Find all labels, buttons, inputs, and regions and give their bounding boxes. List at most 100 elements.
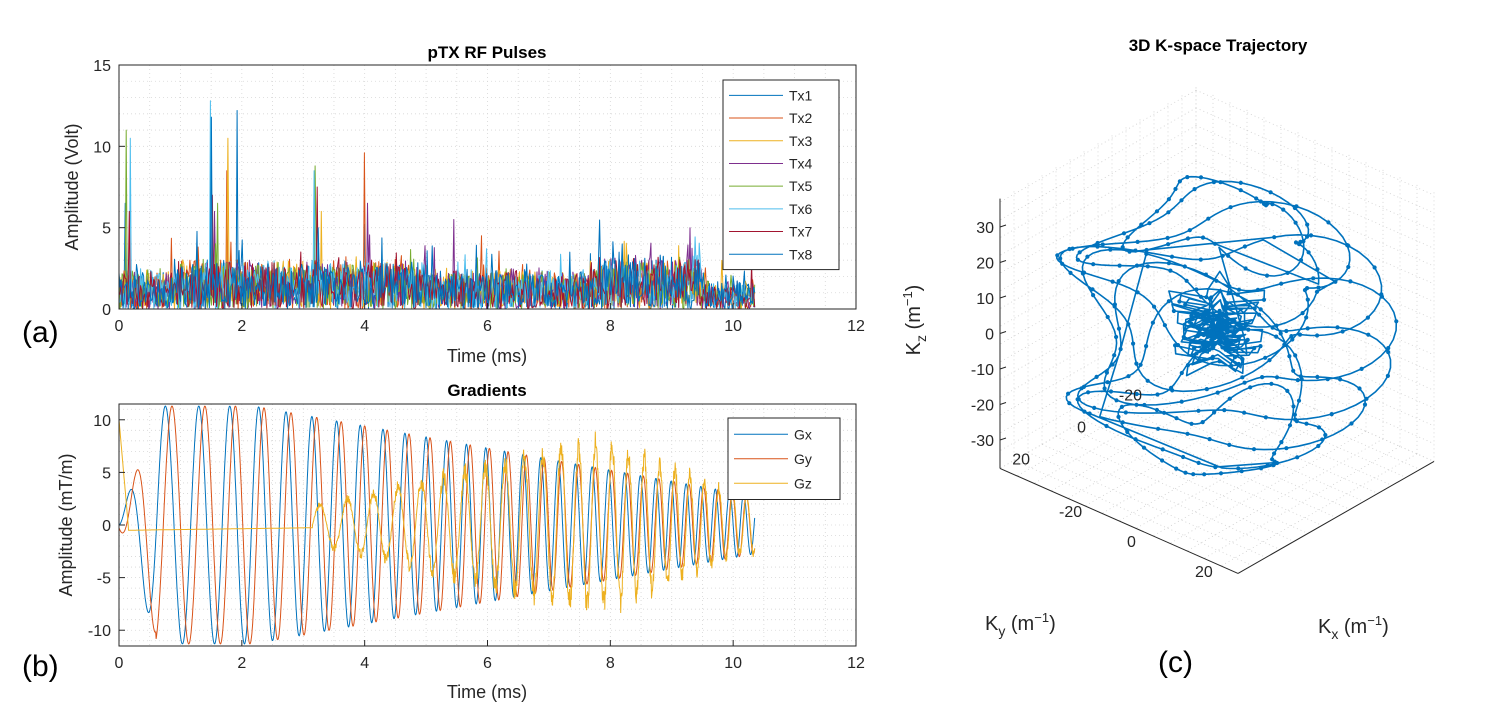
trajectory-point xyxy=(1198,257,1203,262)
trajectory-point xyxy=(1121,231,1127,236)
gradients-x-axis-label: Time (ms) xyxy=(447,682,527,702)
kspace-y-axis-label: Ky (m−1) xyxy=(985,610,1056,639)
trajectory-point xyxy=(1257,312,1262,317)
z-tick-label: 0 xyxy=(985,327,994,344)
trajectory-point xyxy=(1207,316,1212,321)
trajectory-point xyxy=(1150,320,1155,325)
trajectory-point xyxy=(1174,466,1179,471)
trajectory-point xyxy=(1204,329,1209,334)
trajectory-point xyxy=(1290,337,1295,342)
trajectory-point xyxy=(1246,327,1251,332)
trajectory-point xyxy=(1274,334,1279,339)
trajectory-point xyxy=(1116,326,1122,331)
x-tick-label: 10 xyxy=(724,655,742,672)
trajectory-point xyxy=(1166,197,1171,202)
trajectory-point xyxy=(1297,242,1302,247)
grid-line xyxy=(1195,160,1435,267)
trajectory-point xyxy=(1183,302,1188,307)
trajectory-point xyxy=(1243,266,1248,271)
trajectory-point xyxy=(1362,402,1368,407)
trajectory-point xyxy=(1287,354,1292,359)
trajectory-point xyxy=(1173,343,1178,348)
gradients-y-axis-label: Amplitude (mT/m) xyxy=(56,453,76,596)
trajectory-point xyxy=(1183,470,1188,475)
trajectory-point xyxy=(1144,344,1149,349)
kspace-x-axis-label: Kx (m−1) xyxy=(1318,613,1389,642)
trajectory-point xyxy=(1287,423,1293,428)
trajectory-point xyxy=(1179,198,1184,203)
trajectory-point xyxy=(1202,317,1207,323)
trajectory-point xyxy=(1292,205,1297,211)
trajectory-point xyxy=(1315,374,1320,380)
x-tick-label: 10 xyxy=(724,318,742,335)
trajectory-point xyxy=(1217,337,1222,343)
trajectory-point xyxy=(1202,310,1207,316)
grid-line xyxy=(999,125,1197,238)
trajectory-point xyxy=(1082,409,1087,414)
trajectory-point xyxy=(1289,334,1294,339)
grid-line xyxy=(1041,444,1281,550)
trajectory-point xyxy=(1222,307,1227,312)
trajectory-point xyxy=(1104,370,1109,375)
trajectory-point xyxy=(1333,279,1338,284)
grid-line xyxy=(999,302,1197,416)
trajectory-point xyxy=(1126,322,1131,327)
trajectory-point xyxy=(1260,375,1265,380)
legend-label-tx6: Tx6 xyxy=(789,201,813,217)
kspace-chart-title: 3D K-space Trajectory xyxy=(1129,36,1308,55)
trajectory-point xyxy=(1263,415,1268,420)
trajectory-point xyxy=(1091,262,1096,267)
trajectory-point xyxy=(1087,411,1092,416)
trajectory-point xyxy=(1245,337,1250,342)
trajectory-point xyxy=(1214,278,1219,283)
trajectory-point xyxy=(1179,399,1184,404)
trajectory-point xyxy=(1217,359,1222,364)
trajectory-point xyxy=(1306,250,1311,255)
x-tick-label: 4 xyxy=(360,655,369,672)
x-tick-label: 0 xyxy=(115,318,124,335)
trajectory-point xyxy=(1205,342,1210,348)
trajectory-point xyxy=(1228,205,1233,210)
trajectory-point xyxy=(1134,361,1139,366)
trajectory-point xyxy=(1218,180,1223,185)
grid-line xyxy=(1203,446,1401,559)
trajectory-point xyxy=(1166,299,1171,304)
trajectory-point xyxy=(1185,363,1191,368)
trajectory-point xyxy=(1214,327,1220,332)
trajectory-point xyxy=(1184,278,1189,283)
trajectory-point xyxy=(1259,466,1264,471)
trajectory-point xyxy=(1079,386,1084,391)
trajectory-point xyxy=(1232,318,1237,324)
trajectory-point xyxy=(1227,442,1232,447)
z-tick-mark xyxy=(999,331,1007,334)
x-tick-label: 8 xyxy=(606,318,615,335)
rf-chart-title: pTX RF Pulses xyxy=(427,43,546,62)
trajectory-point xyxy=(1238,188,1243,193)
z-tick-label: 30 xyxy=(976,220,994,237)
y-tick-label: -5 xyxy=(97,571,111,588)
trajectory-point xyxy=(1305,326,1310,331)
trajectory-point xyxy=(1279,440,1284,445)
trajectory-point xyxy=(1196,408,1201,413)
trajectory-point xyxy=(1200,341,1205,346)
z-tick-mark xyxy=(999,295,1007,299)
grid-line xyxy=(999,178,1197,292)
trajectory-point xyxy=(1340,329,1345,334)
panel-label-b: (b) xyxy=(22,650,59,683)
trajectory-point xyxy=(1272,235,1277,240)
trajectory-point xyxy=(1171,308,1176,314)
trajectory-point xyxy=(1134,263,1140,268)
trajectory-point xyxy=(1144,247,1149,253)
trajectory-point xyxy=(1114,334,1119,340)
trajectory-point xyxy=(1160,447,1165,452)
trajectory-point xyxy=(1177,179,1182,184)
grid-line xyxy=(1033,371,1231,484)
trajectory-point xyxy=(1285,270,1290,275)
trajectory-point xyxy=(1189,421,1194,426)
trajectory-point xyxy=(1066,391,1071,396)
trajectory-point xyxy=(1207,333,1212,338)
grid-line xyxy=(1195,178,1435,285)
trajectory-point xyxy=(1224,339,1229,344)
trajectory-point xyxy=(1323,432,1328,438)
